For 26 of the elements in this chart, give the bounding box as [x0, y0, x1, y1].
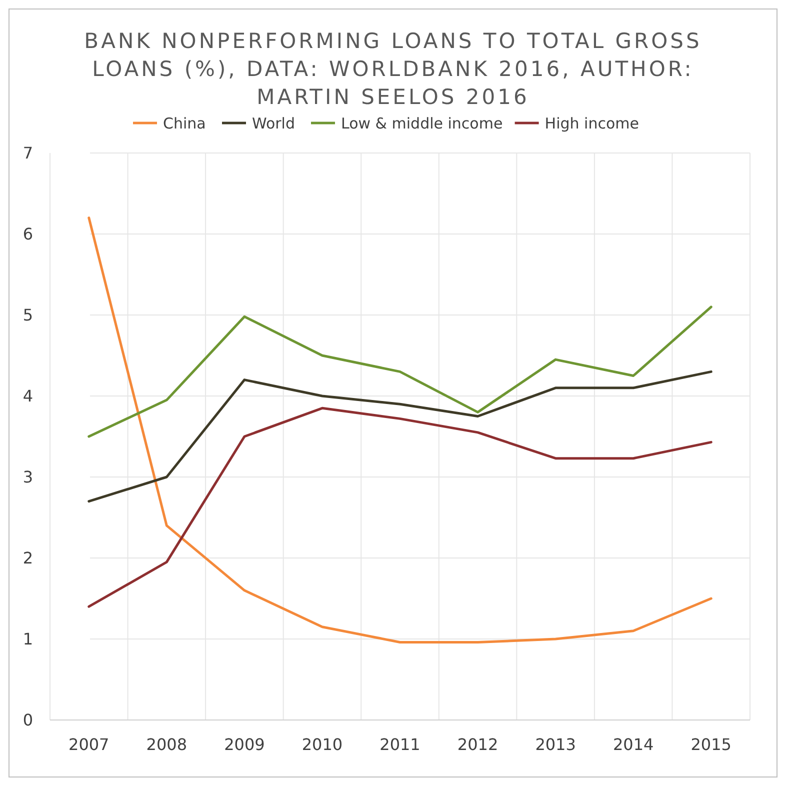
x-tick-label: 2011 — [380, 735, 420, 754]
line-series — [88, 306, 712, 438]
line-series — [88, 216, 712, 644]
legend-label: World — [252, 114, 295, 132]
y-tick-label: 6 — [22, 224, 34, 244]
legend-label: High income — [544, 114, 639, 132]
chart-title: BANK NONPERFORMING LOANS TO TOTAL GROSS LOANS (%), DATA: WORLDBANK 2016, AUTHOR: MARTIN SEELOS 2016 — [84, 29, 702, 109]
line-series — [88, 370, 712, 503]
x-tick-label: 2010 — [302, 735, 343, 754]
y-tick-label: 7 — [22, 144, 34, 163]
legend-label: China — [163, 114, 206, 132]
y-tick-label: 1 — [22, 630, 34, 649]
x-tick-label: 2014 — [612, 735, 654, 754]
x-tick-label: 2008 — [146, 735, 188, 754]
x-tick-label: 2013 — [535, 735, 576, 754]
y-tick-label: 0 — [22, 710, 34, 730]
x-tick-label: 2007 — [68, 735, 110, 754]
x-tick-label: 2009 — [224, 735, 265, 754]
y-tick-label: 5 — [22, 306, 34, 325]
line-series — [88, 406, 712, 608]
x-tick-label: 2015 — [690, 735, 732, 754]
legend-label: Low & middle income — [341, 114, 503, 132]
x-tick-label: 2012 — [457, 735, 498, 754]
y-tick-label: 4 — [22, 386, 34, 406]
y-tick-label: 2 — [22, 548, 34, 568]
y-tick-label: 3 — [22, 468, 34, 487]
